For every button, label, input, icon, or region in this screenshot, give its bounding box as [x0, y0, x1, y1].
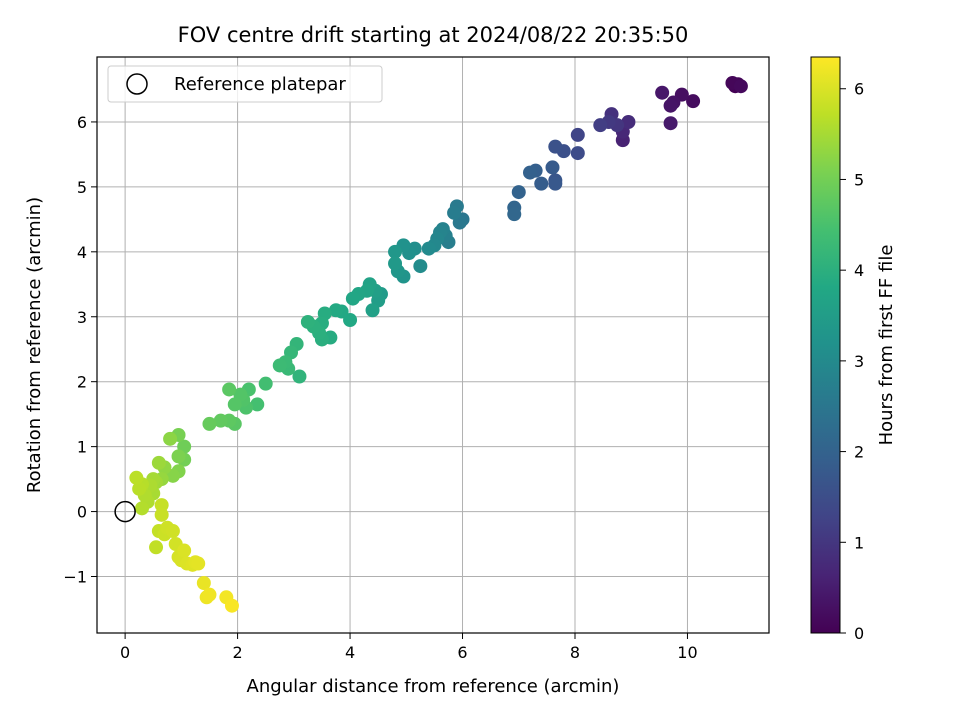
data-point [511, 185, 526, 200]
data-point [134, 501, 149, 516]
reference-marker [114, 500, 136, 523]
data-point [272, 358, 287, 373]
data-point [365, 303, 380, 318]
y-tick-label: 4 [77, 243, 87, 262]
data-point [534, 176, 549, 191]
y-tick-label: 5 [77, 178, 87, 197]
x-axis-ticks: 0 2 4 6 8 10 [120, 633, 698, 662]
legend: Reference platepar [107, 65, 383, 103]
data-point [224, 598, 239, 613]
data-point [345, 291, 360, 306]
y-axis-ticks: −1 0 1 2 3 4 5 6 [63, 113, 97, 587]
legend-marker [126, 73, 148, 95]
colorbar: 0 1 2 3 4 5 6 Hours from first FF file [810, 56, 897, 643]
y-tick-label: 0 [77, 503, 87, 522]
data-point [196, 575, 211, 590]
data-point [300, 314, 315, 329]
data-point [292, 369, 307, 384]
data-point [413, 259, 428, 274]
data-point [548, 176, 563, 191]
data-point [129, 470, 144, 485]
data-point [328, 303, 343, 318]
grid [97, 57, 769, 633]
data-point [388, 256, 403, 271]
data-point [507, 207, 522, 222]
data-point [733, 79, 748, 94]
x-axis-label: Angular distance from reference (arcmin) [247, 676, 620, 697]
y-axis-label: Rotation from reference (arcmin) [24, 197, 45, 493]
data-point [621, 114, 636, 129]
data-point [163, 431, 178, 446]
data-point [191, 556, 206, 571]
colorbar-gradient [810, 56, 841, 634]
data-point [523, 165, 538, 180]
data-point [202, 416, 217, 431]
colorbar-label: Hours from first FF file [876, 245, 897, 446]
data-point [545, 160, 560, 175]
colorbar-tick-label: 4 [854, 261, 864, 280]
legend-box [107, 65, 383, 103]
x-tick-label: 4 [345, 643, 355, 662]
data-point [686, 94, 701, 109]
chart-title: FOV centre drift starting at 2024/08/22 … [178, 23, 689, 47]
data-point [258, 376, 273, 391]
colorbar-ticks: 0 1 2 3 4 5 6 [840, 80, 864, 643]
plot-frame [96, 56, 770, 634]
data-point [177, 543, 192, 558]
x-tick-label: 2 [232, 643, 242, 662]
y-tick-label: 6 [77, 113, 87, 132]
data-point [421, 241, 436, 256]
colorbar-tick-label: 0 [854, 624, 864, 643]
data-point [202, 587, 217, 602]
data-point [151, 455, 166, 470]
data-point [132, 481, 147, 496]
x-tick-label: 10 [677, 643, 697, 662]
legend-label: Reference platepar [174, 74, 346, 95]
colorbar-tick-label: 2 [854, 443, 864, 462]
data-point [655, 85, 670, 100]
data-point [663, 98, 678, 113]
data-point [154, 507, 169, 522]
data-point [447, 205, 462, 220]
data-point [149, 540, 164, 555]
data-points [129, 75, 748, 613]
y-tick-label: 2 [77, 373, 87, 392]
data-point [165, 524, 180, 539]
x-tick-label: 6 [457, 643, 467, 662]
colorbar-tick-label: 3 [854, 352, 864, 371]
data-point [171, 449, 186, 464]
x-tick-label: 0 [120, 643, 130, 662]
data-point [570, 146, 585, 161]
data-point [593, 118, 608, 133]
colorbar-tick-label: 6 [854, 80, 864, 99]
data-point [227, 397, 242, 412]
data-point [663, 116, 678, 131]
colorbar-tick-label: 1 [854, 533, 864, 552]
data-point [213, 413, 228, 428]
y-tick-label: −1 [63, 568, 87, 587]
colorbar-tick-label: 5 [854, 170, 864, 189]
data-point [250, 397, 265, 412]
data-point [388, 244, 403, 259]
y-tick-label: 1 [77, 438, 87, 457]
x-tick-label: 8 [570, 643, 580, 662]
y-tick-label: 3 [77, 308, 87, 327]
data-point [154, 498, 169, 513]
data-point [548, 139, 563, 154]
data-point [570, 127, 585, 142]
data-point [222, 382, 237, 397]
